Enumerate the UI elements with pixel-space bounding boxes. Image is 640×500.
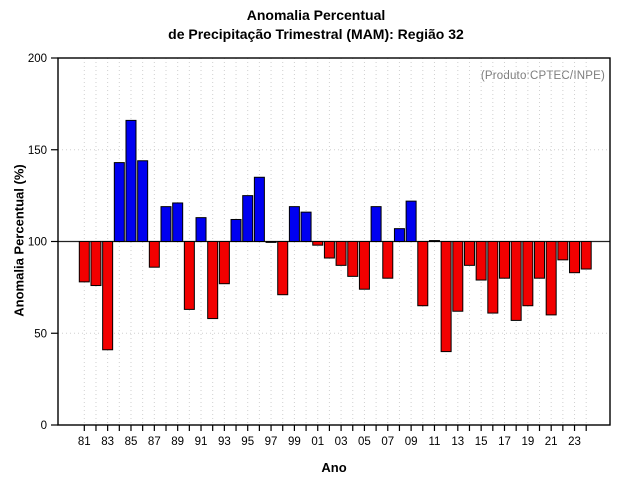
bar [242,195,254,242]
bar [569,241,581,274]
x-tick-label: 17 [498,436,511,448]
chart-title-line2: de Precipitação Trimestral (MAM): Região… [168,26,464,42]
bar [183,241,195,310]
bar [160,206,172,242]
bar [440,241,452,353]
x-tick-label: 21 [545,436,558,448]
bar [475,241,487,281]
bar [463,241,475,266]
bar [78,241,90,283]
x-tick-label: 97 [265,436,278,448]
y-tick-label: 200 [28,53,47,65]
bar [265,241,277,243]
bar [300,211,312,242]
x-tick-label: 85 [125,436,138,448]
bar [405,200,417,243]
y-tick-label: 50 [34,328,47,340]
bar [102,241,114,351]
x-tick-label: 13 [451,436,464,448]
x-tick-label: 89 [171,436,184,448]
bar [370,206,382,242]
bar [288,206,300,242]
y-tick-label: 100 [28,237,47,249]
x-tick-label: 91 [195,436,208,448]
bar [545,241,557,316]
y-tick-label: 0 [41,420,47,432]
bar [522,241,534,307]
bar [382,241,394,279]
x-tick-label: 87 [148,436,161,448]
bar [230,218,242,242]
bar [428,240,440,243]
x-tick-label: 11 [428,436,440,448]
bar [323,241,335,259]
x-tick-label: 19 [521,436,534,448]
bar [195,217,207,243]
bar [125,119,137,242]
bar [207,241,219,320]
bar [498,241,510,279]
bar [90,241,102,287]
bar [148,241,160,268]
bar [358,241,370,290]
x-tick-label: 07 [381,436,394,448]
bar [137,160,149,242]
bar [218,241,230,285]
bar [452,241,464,312]
bar [510,241,522,321]
bar [487,241,499,314]
bar [113,162,125,242]
x-tick-label: 81 [78,436,91,448]
bar [580,241,592,270]
x-tick-label: 99 [288,436,301,448]
x-axis-title: Ano [321,460,347,475]
x-tick-label: 83 [101,436,114,448]
bar [347,241,359,277]
x-tick-label: 23 [568,436,581,448]
x-tick-label: 03 [335,436,348,448]
x-tick-label: 05 [358,436,371,448]
x-tick-label: 15 [475,436,488,448]
bar [277,241,289,296]
x-tick-label: 95 [241,436,254,448]
x-tick-label: 01 [311,436,324,448]
bar [417,241,429,307]
bar [253,176,265,242]
chart-title-line1: Anomalia Percentual [246,7,386,23]
source-annotation: (Produto:CPTEC/INPE) [480,70,605,82]
bar [172,202,184,242]
bar [312,241,324,246]
x-tick-label: 09 [405,436,418,448]
bar [335,241,347,266]
bar [557,241,569,261]
y-tick-label: 150 [28,145,47,157]
bar [534,241,546,279]
bar [393,228,405,242]
x-tick-label: 93 [218,436,231,448]
